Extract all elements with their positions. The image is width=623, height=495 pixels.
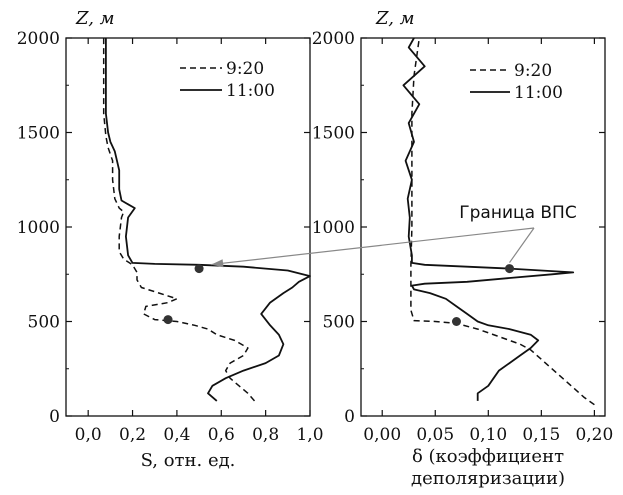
left-y-ticks: 0 500 1000 1500 2000 xyxy=(17,29,310,427)
right-y-ticks: 0 500 1000 1500 2000 xyxy=(312,29,605,427)
left-series xyxy=(102,38,311,402)
right-series-1100-line xyxy=(402,37,575,401)
left-x-tick-label: 0,4 xyxy=(163,425,190,445)
right-x-tick-label: 0,20 xyxy=(575,425,613,445)
right-x-axis-label-line: деполяризации) xyxy=(411,468,565,489)
right-plot-frame xyxy=(360,37,606,417)
left-y-tick-label: 1000 xyxy=(17,218,60,238)
right-series xyxy=(402,37,595,406)
annotation-pointer-line xyxy=(509,227,535,263)
left-y-tick-label: 0 xyxy=(49,407,60,427)
left-legend: 9:20 11:00 xyxy=(180,59,275,101)
right-x-axis-label: δ (коэффициент деполяризации) xyxy=(411,446,565,489)
left-boundary-marker xyxy=(194,264,204,274)
right-x-axis-label-line: δ (коэффициент xyxy=(412,446,564,467)
right-legend-label-1100: 11:00 xyxy=(514,83,563,103)
right-panel: 0 500 1000 1500 2000 0,00 0,05 0,10 0,15 0,20 Z,… xyxy=(312,8,614,489)
boundary-annotation-label: Граница ВПС xyxy=(459,203,576,223)
left-boundary-marker xyxy=(163,315,173,325)
right-legend-label-920: 9:20 xyxy=(514,61,552,81)
right-y-tick-label: 0 xyxy=(344,407,355,427)
left-x-tick-label: 0,8 xyxy=(252,425,279,445)
right-x-tick-label: 0,15 xyxy=(522,425,560,445)
left-x-ticks: 0,0 0,2 0,4 0,6 0,8 1,0 xyxy=(75,38,324,445)
left-x-axis-label: S, отн. ед. xyxy=(141,450,236,471)
right-x-tick-label: 0,00 xyxy=(363,425,401,445)
right-y-axis-label: Z, м xyxy=(375,8,415,29)
left-y-tick-label: 500 xyxy=(28,313,60,333)
left-panel: 0 500 1000 1500 2000 0,0 0,2 0,4 0,6 0,8 1,0 Z, м… xyxy=(17,8,324,471)
left-y-axis-label: Z, м xyxy=(75,8,115,29)
left-x-tick-label: 0,6 xyxy=(208,425,235,445)
left-legend-label-920: 9:20 xyxy=(226,59,264,79)
left-legend-label-1100: 11:00 xyxy=(226,81,275,101)
left-x-tick-label: 0,0 xyxy=(75,425,102,445)
left-series-920-line xyxy=(102,38,256,402)
left-x-tick-label: 0,2 xyxy=(119,425,146,445)
annotation-pointer-line xyxy=(211,227,535,266)
right-legend: 9:20 11:00 xyxy=(470,61,563,103)
left-series-1100-line xyxy=(105,38,311,402)
right-x-ticks: 0,00 0,05 0,10 0,15 0,20 xyxy=(363,38,613,445)
left-y-tick-label: 1500 xyxy=(17,124,60,144)
right-y-tick-label: 500 xyxy=(323,313,355,333)
right-x-tick-label: 0,05 xyxy=(416,425,454,445)
left-y-tick-label: 2000 xyxy=(17,29,60,49)
right-boundary-marker xyxy=(451,317,461,326)
right-x-tick-label: 0,10 xyxy=(469,425,507,445)
boundary-annotation: Граница ВПС xyxy=(211,203,577,268)
right-y-tick-label: 2000 xyxy=(312,29,355,49)
left-x-tick-label: 1,0 xyxy=(296,425,323,445)
left-markers xyxy=(163,264,204,325)
right-y-tick-label: 1000 xyxy=(312,218,355,238)
annotation-arrowhead xyxy=(211,259,224,268)
right-boundary-marker xyxy=(505,264,515,274)
right-markers xyxy=(451,264,515,326)
right-y-tick-label: 1500 xyxy=(312,124,355,144)
